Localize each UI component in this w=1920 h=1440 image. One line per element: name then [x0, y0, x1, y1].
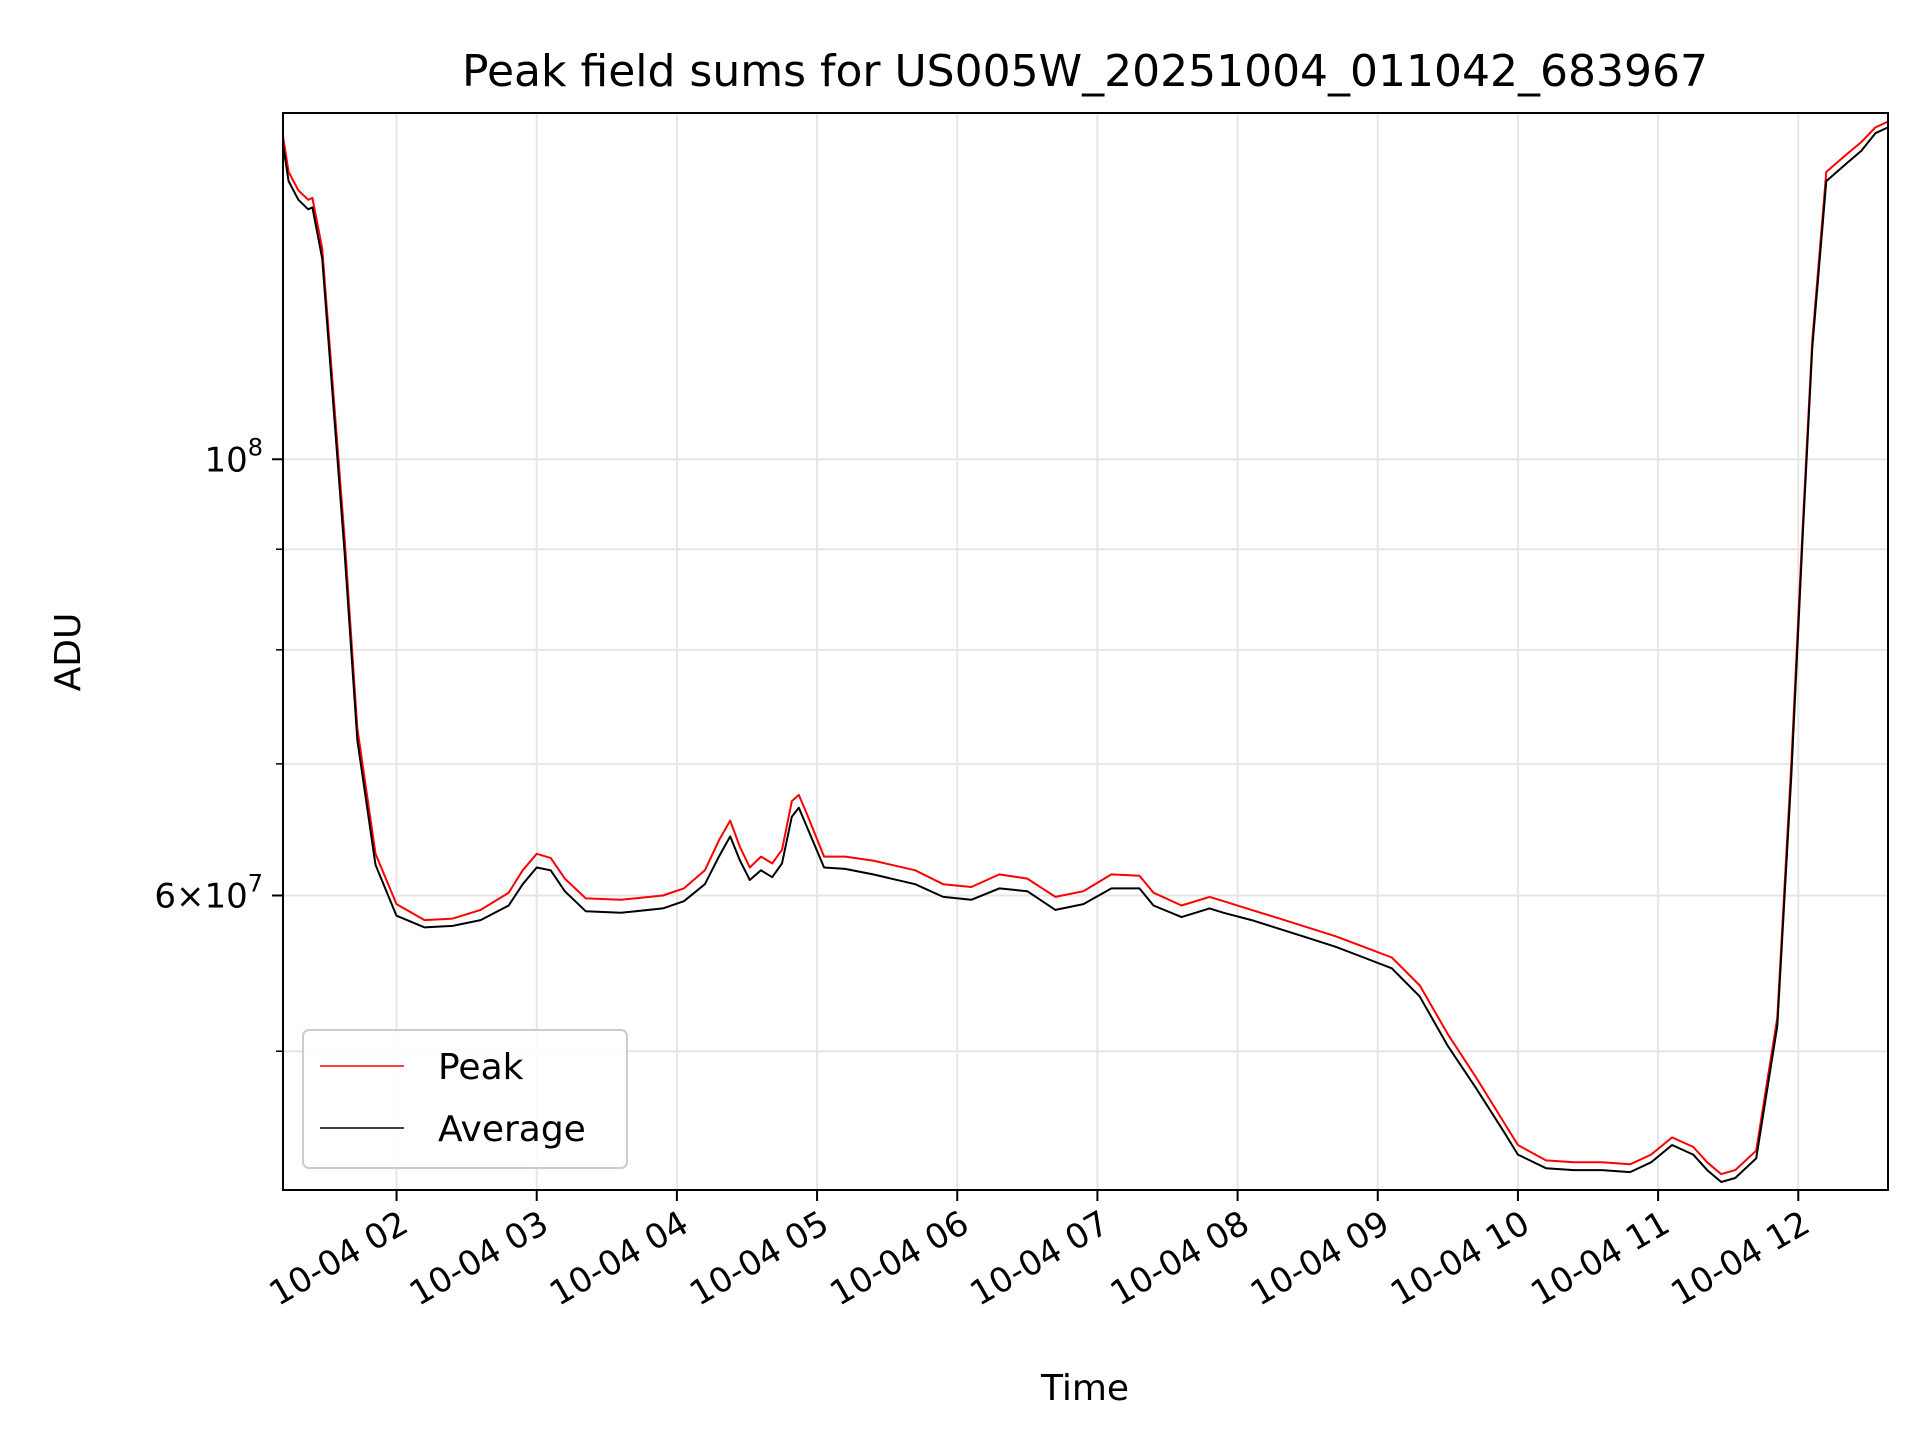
y-tick-label: 6×107	[154, 870, 263, 917]
legend-peak-label: Peak	[438, 1047, 524, 1088]
x-axis-label: Time	[1040, 1368, 1129, 1409]
grid	[283, 113, 1888, 1190]
plot-frame	[282, 112, 1889, 1191]
chart-title: Peak field sums for US005W_20251004_0110…	[462, 46, 1708, 97]
series-line-average	[282, 126, 1889, 1183]
legend: Peak Average	[302, 1029, 628, 1169]
y-axis-label: ADU	[48, 613, 89, 692]
y-axis: 108 6×107	[154, 433, 283, 1052]
y-tick-label: 108	[204, 433, 263, 480]
legend-average-label: Average	[438, 1109, 586, 1150]
series-line-peak	[282, 120, 1889, 1176]
series-layer	[282, 120, 1889, 1183]
legend-box	[302, 1029, 628, 1169]
